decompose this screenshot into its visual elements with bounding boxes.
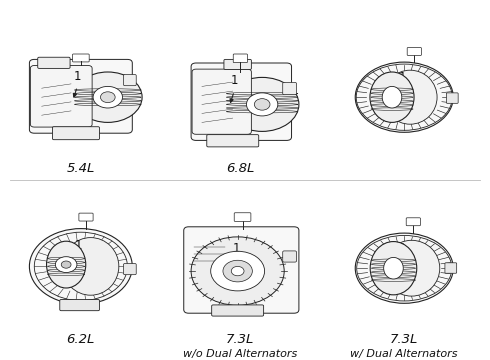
FancyBboxPatch shape <box>123 75 136 86</box>
Text: 1: 1 <box>399 242 407 255</box>
FancyBboxPatch shape <box>407 48 421 55</box>
Ellipse shape <box>62 238 119 295</box>
FancyBboxPatch shape <box>233 54 247 63</box>
Circle shape <box>93 86 122 108</box>
FancyBboxPatch shape <box>406 218 420 226</box>
Text: 7.3L: 7.3L <box>226 333 254 346</box>
Ellipse shape <box>370 72 414 122</box>
FancyBboxPatch shape <box>29 59 132 133</box>
Circle shape <box>61 261 71 268</box>
Ellipse shape <box>355 62 453 132</box>
FancyBboxPatch shape <box>52 127 99 140</box>
FancyBboxPatch shape <box>234 213 251 221</box>
Text: 7.3L: 7.3L <box>390 333 418 346</box>
FancyBboxPatch shape <box>30 66 92 127</box>
Text: 6.2L: 6.2L <box>67 333 95 346</box>
FancyBboxPatch shape <box>123 264 136 275</box>
Ellipse shape <box>47 241 86 288</box>
Circle shape <box>211 251 265 291</box>
FancyBboxPatch shape <box>283 251 296 262</box>
Ellipse shape <box>383 70 437 124</box>
FancyBboxPatch shape <box>224 59 251 69</box>
FancyBboxPatch shape <box>184 227 299 313</box>
Text: w/o Dual Alternators: w/o Dual Alternators <box>183 349 297 359</box>
Ellipse shape <box>370 242 416 295</box>
Circle shape <box>254 99 270 110</box>
Circle shape <box>225 77 299 131</box>
FancyBboxPatch shape <box>73 54 89 62</box>
Ellipse shape <box>355 233 453 303</box>
Text: 5.4L: 5.4L <box>67 162 95 175</box>
Circle shape <box>74 72 142 122</box>
Text: 1: 1 <box>230 75 238 87</box>
Circle shape <box>246 93 278 116</box>
FancyBboxPatch shape <box>212 305 264 316</box>
Circle shape <box>100 92 115 103</box>
Circle shape <box>231 266 244 276</box>
FancyBboxPatch shape <box>38 57 70 68</box>
Ellipse shape <box>384 257 403 279</box>
FancyBboxPatch shape <box>192 69 251 134</box>
FancyBboxPatch shape <box>191 63 292 140</box>
FancyBboxPatch shape <box>445 263 457 273</box>
Ellipse shape <box>382 86 402 108</box>
Circle shape <box>223 260 252 282</box>
FancyBboxPatch shape <box>207 135 259 147</box>
Text: 6.8L: 6.8L <box>226 162 254 175</box>
Text: 1: 1 <box>74 239 82 252</box>
Circle shape <box>191 237 284 305</box>
Text: 1: 1 <box>399 71 407 84</box>
Text: 1: 1 <box>232 242 240 255</box>
Text: w/ Dual Alternators: w/ Dual Alternators <box>350 349 458 359</box>
FancyBboxPatch shape <box>79 213 93 221</box>
Ellipse shape <box>383 240 440 296</box>
Ellipse shape <box>29 229 132 304</box>
FancyBboxPatch shape <box>446 93 458 103</box>
Text: 1: 1 <box>74 70 81 83</box>
Circle shape <box>55 257 77 273</box>
FancyBboxPatch shape <box>283 82 296 95</box>
FancyBboxPatch shape <box>60 300 99 311</box>
